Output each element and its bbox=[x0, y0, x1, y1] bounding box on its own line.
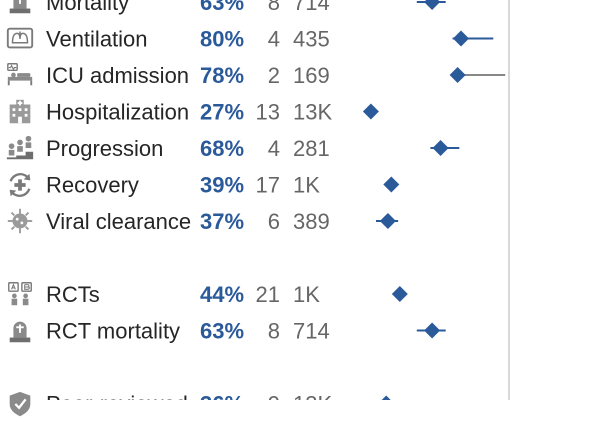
progression-icon bbox=[4, 133, 36, 163]
row-label: ICU admission bbox=[46, 63, 189, 88]
grave-icon bbox=[4, 0, 36, 17]
grave-icon bbox=[4, 316, 36, 346]
row-hospitalization: Hospitalization 27% 13 13K bbox=[46, 100, 379, 125]
row-percent: 27% bbox=[200, 100, 244, 125]
hospital-icon bbox=[4, 97, 36, 127]
row-icu-admission: ICU admission 78% 2 169 bbox=[46, 63, 506, 88]
estimate-marker bbox=[449, 67, 466, 83]
row-rcts: RCTs 44% 21 1K bbox=[46, 282, 408, 307]
row-label: Ventilation bbox=[46, 27, 148, 52]
row-percent: 39% bbox=[200, 173, 244, 198]
rct-icon bbox=[4, 279, 36, 309]
forest-plot: Mortality 63% 8 714 Ventilation 80% 4 435 ICU ad… bbox=[46, 0, 510, 401]
row-study-count: 8 bbox=[268, 0, 280, 15]
row-percent: 44% bbox=[200, 282, 244, 307]
row-mortality: Mortality 63% 8 714 bbox=[46, 0, 446, 15]
row-rct-mortality: RCT mortality 63% 8 714 bbox=[46, 319, 446, 344]
row-recovery: Recovery 39% 17 1K bbox=[46, 173, 400, 198]
row-study-count: 21 bbox=[256, 282, 280, 307]
row-study-count: 6 bbox=[268, 209, 280, 234]
row-label: Recovery bbox=[46, 173, 139, 198]
estimate-marker bbox=[391, 286, 408, 302]
peer-review-icon bbox=[4, 389, 36, 419]
row-percent: 36% bbox=[200, 392, 244, 401]
row-label: RCTs bbox=[46, 282, 100, 307]
estimate-marker bbox=[379, 213, 396, 229]
row-study-count: 13 bbox=[256, 100, 280, 125]
row-label: Hospitalization bbox=[46, 100, 189, 125]
row-patient-count: 389 bbox=[293, 209, 330, 234]
estimate-marker bbox=[424, 0, 441, 10]
icu-bed-icon bbox=[4, 60, 36, 90]
row-progression: Progression 68% 4 281 bbox=[46, 136, 460, 161]
ventilator-icon bbox=[4, 24, 36, 54]
estimate-marker bbox=[381, 395, 391, 400]
estimate-marker bbox=[362, 103, 379, 120]
row-study-count: 17 bbox=[256, 173, 280, 198]
row-percent: 78% bbox=[200, 63, 244, 88]
row-percent: 63% bbox=[200, 0, 244, 15]
row-peer-reviewed: Peer-reviewed 36% 9 13K bbox=[46, 392, 391, 401]
rows-layer: Mortality 63% 8 714 Ventilation 80% 4 435 ICU ad… bbox=[46, 0, 506, 401]
row-patient-count: 714 bbox=[293, 0, 330, 15]
row-percent: 68% bbox=[200, 136, 244, 161]
estimate-marker bbox=[453, 30, 469, 47]
row-study-count: 2 bbox=[268, 63, 280, 88]
recovery-icon bbox=[4, 170, 36, 200]
estimate-marker bbox=[432, 140, 449, 156]
row-label: Progression bbox=[46, 136, 163, 161]
row-label: RCT mortality bbox=[46, 319, 180, 344]
row-patient-count: 1K bbox=[293, 282, 320, 307]
row-viral-clearance: Viral clearance 37% 6 389 bbox=[46, 209, 399, 234]
row-study-count: 9 bbox=[268, 392, 280, 401]
row-patient-count: 13K bbox=[293, 392, 332, 401]
row-ventilation: Ventilation 80% 4 435 bbox=[46, 27, 494, 52]
estimate-marker bbox=[424, 322, 441, 339]
estimate-marker bbox=[383, 176, 400, 193]
row-label: Viral clearance bbox=[46, 209, 191, 234]
virus-icon bbox=[4, 206, 36, 236]
row-patient-count: 435 bbox=[293, 27, 330, 52]
row-label: Peer-reviewed bbox=[46, 392, 188, 401]
row-percent: 80% bbox=[200, 27, 244, 52]
row-study-count: 8 bbox=[268, 319, 280, 344]
row-study-count: 4 bbox=[268, 136, 280, 161]
row-patient-count: 714 bbox=[293, 319, 330, 344]
row-study-count: 4 bbox=[268, 27, 280, 52]
row-patient-count: 281 bbox=[293, 136, 330, 161]
row-label: Mortality bbox=[46, 0, 129, 15]
row-percent: 63% bbox=[200, 319, 244, 344]
row-patient-count: 13K bbox=[293, 100, 332, 125]
row-patient-count: 169 bbox=[293, 63, 330, 88]
row-patient-count: 1K bbox=[293, 173, 320, 198]
row-percent: 37% bbox=[200, 209, 244, 234]
